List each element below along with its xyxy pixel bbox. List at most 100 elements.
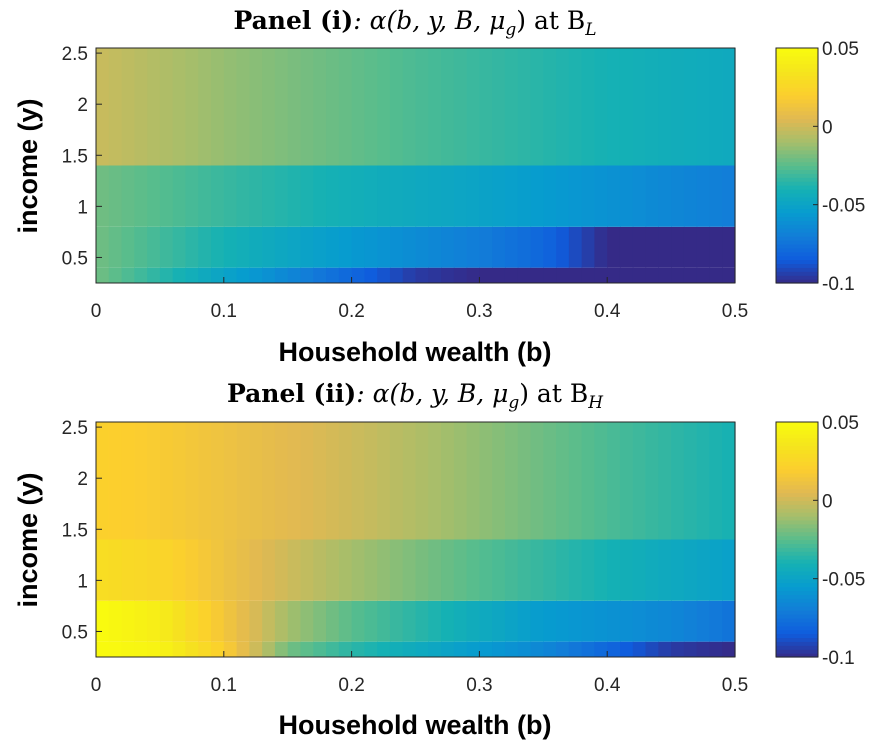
colorbar-segment [776,598,818,603]
heatmap-cell [198,48,212,166]
heatmap-cell [159,165,174,227]
colorbar-tick-label: 0 [822,491,833,512]
heatmap-cell [594,539,608,601]
heatmap-cell [658,641,672,657]
heatmap-cell [479,539,493,601]
heatmap-cell [351,539,365,601]
heatmap-cell [619,48,634,166]
colorbar-segment [776,480,818,486]
heatmap-cell [530,226,544,268]
heatmap-cell [428,48,442,166]
colorbar-segment [776,192,818,198]
colorbar-segment [776,590,818,595]
heatmap-cell [377,226,391,268]
heatmap-cell [556,641,570,657]
heatmap-cell [96,422,110,540]
heatmap-cell [223,641,238,657]
heatmap-cell [453,267,468,283]
heatmap-cell [262,165,276,227]
colorbar-segment [776,512,818,517]
heatmap-cell [377,641,391,657]
colorbar-box [775,421,819,658]
heatmap-cell [159,600,174,642]
heatmap-cell [530,48,544,166]
heatmap-cell [594,422,608,540]
heatmap-cell [274,422,289,540]
heatmap-cell [287,267,302,283]
heatmap-cell [428,267,442,283]
heatmap-cell [198,267,212,283]
heatmap-cell [185,226,199,268]
heatmap-cell [696,226,711,268]
panel-ii-x-ticks: 0 0.1 0.2 0.3 0.4 0.5 [91,651,748,696]
colorbar-segment [776,606,818,611]
heatmap-cell [683,165,698,227]
heatmap-cell [658,422,672,540]
heatmap-cell [274,539,289,601]
panel-ii-colorbar: -0.1 -0.05 0 0.05 [775,413,865,669]
heatmap-cell [504,600,519,642]
x-tick-label: 0.3 [466,675,492,696]
heatmap-cell [185,267,199,283]
heatmap-cell [326,48,340,166]
heatmap-cell [645,165,659,227]
colorbar-tick-label: -0.1 [822,274,855,295]
colorbar-segment [776,508,818,513]
heatmap-cell [96,48,110,166]
heatmap-cell [402,641,417,657]
colorbar-segment [776,594,818,599]
heatmap-cell [594,267,608,283]
colorbar-segment [776,617,818,623]
colorbar-segment [776,641,818,646]
y-tick-label: 2 [77,95,88,116]
heatmap-cell [517,48,532,166]
heatmap-cell [274,165,289,227]
heatmap-cell [696,48,711,166]
heatmap-cell [722,422,736,540]
colorbar-segment [776,543,818,548]
heatmap-cell [185,422,199,540]
heatmap-cell [377,267,391,283]
heatmap-cell [619,539,634,601]
colorbar-segment [776,114,818,120]
colorbar-segment [776,59,818,65]
heatmap-cell [313,641,327,657]
heatmap-cell [326,226,340,268]
heatmap-cell [530,165,544,227]
colorbar-segment [776,247,818,253]
heatmap-cell [517,226,532,268]
heatmap-cell [645,267,659,283]
heatmap-cell [556,267,570,283]
heatmap-cell [479,422,493,540]
heatmap-cell [683,226,698,268]
colorbar-segment [776,633,818,639]
heatmap-cell [441,600,455,642]
colorbar-segment [776,134,818,139]
heatmap-cell [159,422,174,540]
heatmap-cell [645,226,659,268]
heatmap-cell [262,539,276,601]
heatmap-cell [211,539,225,601]
heatmap-cell [287,641,302,657]
heatmap-cell [517,539,532,601]
colorbar-segment [776,177,818,182]
heatmap-cell [377,422,391,540]
colorbar-segment [776,563,818,568]
heatmap-cell [262,600,276,642]
heatmap-cell [121,165,135,227]
heatmap-cell [172,422,187,540]
x-tick-label: 0.2 [338,675,364,696]
panel-ii-title-mid: ) at B [519,379,588,408]
colorbar-segment [776,586,818,592]
colorbar-segment [776,275,818,280]
x-tick-label: 0 [91,675,102,696]
heatmap-cell [466,641,480,657]
heatmap-cell [389,539,404,601]
heatmap-cell [108,165,123,227]
colorbar-segment [776,496,818,501]
heatmap-cell [658,226,672,268]
colorbar-segment [776,185,818,190]
heatmap-cell [696,267,711,283]
colorbar-segment [776,48,818,53]
colorbar-segment [776,500,818,505]
